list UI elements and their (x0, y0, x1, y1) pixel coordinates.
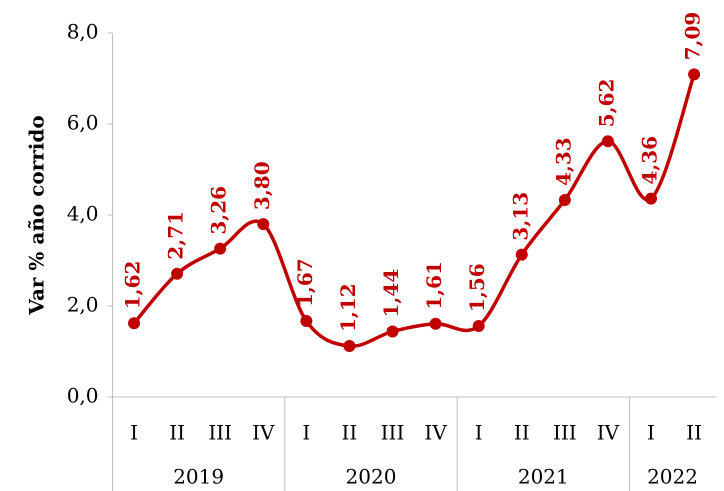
x-tick-label: IV (597, 421, 620, 445)
x-group-label: 2022 (647, 465, 698, 489)
marker (171, 267, 184, 280)
y-tick-label: 0,0 (67, 384, 99, 408)
marker (645, 192, 657, 205)
marker (257, 218, 270, 231)
marker (601, 135, 614, 148)
y-tick-label: 8,0 (67, 20, 99, 44)
data-label: 1,67 (293, 258, 317, 307)
x-tick-label: III (553, 421, 577, 445)
data-label: 3,13 (508, 192, 532, 241)
marker (688, 68, 701, 81)
marker (429, 317, 442, 330)
x-group-label: 2020 (346, 465, 397, 489)
x-tick-label: III (208, 421, 232, 445)
y-tick-label: 6,0 (67, 111, 99, 135)
x-tick-label: I (647, 421, 655, 445)
x-tick-label: IV (424, 421, 447, 445)
x-tick-label: I (475, 421, 483, 445)
data-label: 5,62 (594, 79, 618, 128)
marker (343, 340, 356, 353)
data-label: 1,62 (121, 261, 145, 310)
marker (558, 193, 571, 206)
data-label: 3,80 (250, 161, 274, 210)
marker (386, 325, 399, 338)
data-label: 7,09 (681, 12, 705, 61)
data-label: 3,26 (207, 186, 231, 235)
data-label: 4,33 (551, 137, 575, 186)
y-axis-title: Var % año corrido (25, 115, 49, 315)
x-group-label: 2019 (173, 465, 224, 489)
data-label: 4,36 (638, 136, 662, 185)
marker (472, 320, 485, 333)
x-tick-label: I (302, 421, 310, 445)
marker (214, 242, 227, 255)
x-tick-label: II (514, 421, 530, 445)
x-tick-label: I (130, 421, 138, 445)
x-tick-label: II (342, 421, 358, 445)
data-label: 1,44 (379, 269, 403, 318)
x-tick-label: II (686, 421, 702, 445)
marker (515, 248, 528, 261)
data-label: 1,56 (465, 263, 489, 312)
x-tick-label: IV (252, 421, 275, 445)
data-label: 1,61 (422, 261, 446, 310)
marker (128, 317, 141, 330)
y-tick-label: 2,0 (67, 293, 99, 317)
y-tick-label: 4,0 (67, 202, 99, 226)
data-label: 1,12 (336, 283, 360, 332)
data-label: 2,71 (164, 211, 188, 260)
x-group-label: 2021 (518, 465, 569, 489)
x-tick-label: III (381, 421, 405, 445)
marker (300, 315, 313, 328)
x-tick-label: II (169, 421, 185, 445)
